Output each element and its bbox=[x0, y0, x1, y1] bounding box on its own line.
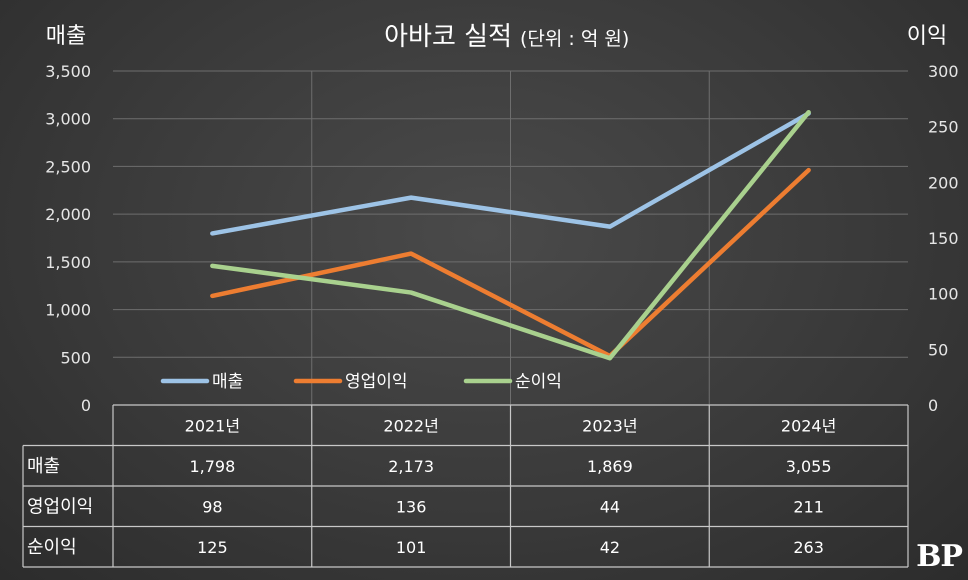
table-cell: 136 bbox=[396, 497, 427, 516]
legend: 매출 영업이익 순이익 bbox=[160, 372, 562, 392]
gridlines bbox=[113, 70, 908, 405]
table-cell: 2,173 bbox=[388, 457, 434, 476]
axis-ticks: 0 500 1,000 1,500 2,000 2,500 3,000 3,500 0 50 100… bbox=[45, 62, 958, 415]
series-line bbox=[210, 111, 811, 236]
table-cell: 98 bbox=[202, 497, 222, 516]
table-cell: 1,869 bbox=[587, 457, 633, 476]
table-cell: 211 bbox=[793, 497, 824, 516]
table-header-cell: 2023년 bbox=[582, 416, 637, 435]
left-axis-title: 매출 bbox=[46, 24, 86, 49]
table-header-cell: 2021년 bbox=[185, 416, 240, 435]
left-tick-label: 3,000 bbox=[45, 110, 91, 129]
bp-logo: BP bbox=[916, 539, 963, 574]
right-tick-label: 150 bbox=[928, 229, 959, 248]
right-tick-label: 250 bbox=[928, 118, 959, 137]
table-cell: 101 bbox=[396, 538, 427, 557]
left-tick-label: 3,500 bbox=[45, 62, 91, 81]
legend-label: 순이익 bbox=[515, 372, 562, 392]
right-tick-label: 50 bbox=[928, 340, 948, 359]
table-cell: 44 bbox=[600, 497, 620, 516]
series-line bbox=[210, 109, 811, 361]
right-tick-label: 100 bbox=[928, 285, 959, 304]
right-tick-label: 0 bbox=[928, 396, 938, 415]
table-cell: 1,798 bbox=[189, 457, 235, 476]
legend-label: 영업이익 bbox=[345, 372, 408, 392]
table-cell: 125 bbox=[197, 538, 228, 557]
table-row-header: 영업이익 bbox=[27, 496, 93, 517]
table-row-header: 매출 bbox=[27, 456, 60, 477]
left-tick-label: 500 bbox=[60, 348, 91, 367]
table-cell: 263 bbox=[793, 538, 824, 557]
left-tick-label: 2,000 bbox=[45, 205, 91, 224]
table-cell: 3,055 bbox=[786, 457, 832, 476]
table-row-header: 순이익 bbox=[27, 537, 77, 558]
right-tick-label: 200 bbox=[928, 173, 959, 192]
table-header-cell: 2022년 bbox=[383, 416, 438, 435]
left-tick-label: 1,000 bbox=[45, 301, 91, 320]
right-axis-title: 이익 bbox=[907, 24, 947, 49]
table-header-cell: 2024년 bbox=[781, 416, 836, 435]
left-tick-label: 1,500 bbox=[45, 253, 91, 272]
series-line bbox=[210, 167, 811, 359]
chart-title: 아바코 실적 bbox=[384, 22, 512, 52]
left-tick-label: 0 bbox=[81, 396, 91, 415]
left-tick-label: 2,500 bbox=[45, 157, 91, 176]
legend-label: 매출 bbox=[212, 372, 243, 392]
right-tick-label: 300 bbox=[928, 62, 959, 81]
table-cell: 42 bbox=[600, 538, 620, 557]
series-lines bbox=[210, 109, 811, 361]
chart-title-unit: (단위 : 억 원) bbox=[520, 28, 629, 50]
